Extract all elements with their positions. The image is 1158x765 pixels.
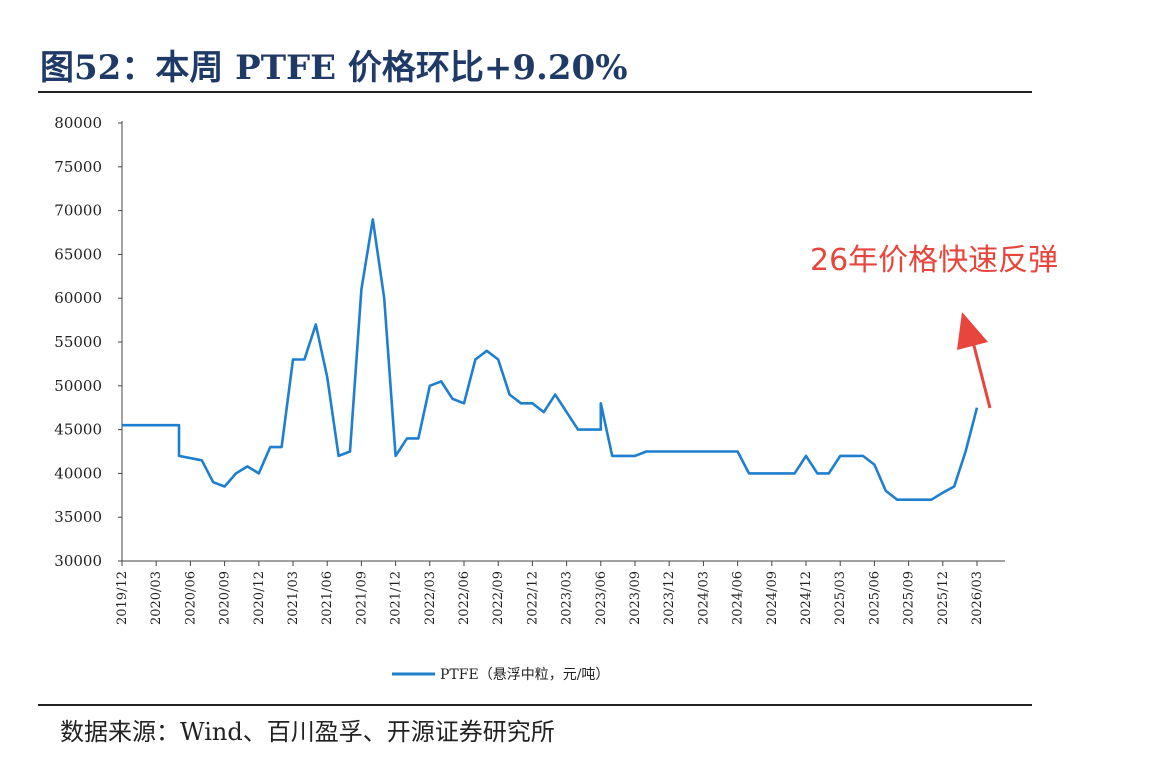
y-tick-label: 65000 [54, 245, 102, 263]
x-tick-label: 2022/09 [491, 571, 506, 625]
x-tick-label: 2022/12 [525, 571, 540, 625]
source-note: 数据来源：Wind、百川盈孚、开源证券研究所 [60, 718, 555, 746]
x-tick-label: 2022/03 [423, 571, 438, 625]
x-tick-label: 2021/12 [389, 571, 404, 625]
y-tick-label: 60000 [54, 289, 102, 307]
y-tick-label: 35000 [54, 508, 102, 526]
x-tick-label: 2020/09 [218, 571, 233, 625]
y-tick-label: 40000 [54, 464, 102, 482]
chart-title: 图52：本周 PTFE 价格环比+9.20% [40, 48, 628, 88]
x-tick-label: 2024/09 [765, 571, 780, 625]
x-tick-label: 2024/03 [696, 571, 711, 625]
y-tick-label: 30000 [54, 552, 102, 570]
y-tick-label: 55000 [54, 333, 102, 351]
y-tick-label: 50000 [54, 377, 102, 395]
y-tick-label: 75000 [54, 158, 102, 176]
x-tick-label: 2019/12 [115, 571, 130, 625]
x-tick-label: 2023/09 [628, 571, 643, 625]
annotation-arrow-head [957, 312, 988, 350]
x-tick-label: 2022/06 [457, 571, 472, 625]
annotation-arrow [957, 312, 992, 409]
annotation-arrow-shaft [970, 337, 992, 409]
x-tick-label: 2024/12 [799, 571, 814, 625]
x-tick-label: 2021/06 [320, 571, 335, 625]
x-tick-label: 2025/09 [902, 571, 917, 625]
x-tick-label: 2023/12 [662, 571, 677, 625]
x-tick-label: 2023/06 [594, 571, 609, 625]
series-line-ptfe [122, 218, 979, 501]
y-tick-label: 45000 [54, 421, 102, 439]
x-tick-label: 2020/03 [149, 571, 164, 625]
y-tick-label: 70000 [54, 202, 102, 220]
x-tick-label: 2026/03 [970, 571, 985, 625]
x-tick-label: 2023/03 [560, 571, 575, 625]
x-tick-label: 2021/09 [354, 571, 369, 625]
x-tick-label: 2020/12 [252, 571, 267, 625]
source-rule [38, 704, 1032, 706]
legend-label: PTFE（悬浮中粒，元/吨） [440, 667, 609, 683]
x-tick-label: 2025/06 [867, 571, 882, 625]
x-tick-label: 2025/03 [833, 571, 848, 625]
x-tick-label: 2024/06 [731, 571, 746, 625]
y-tick-label: 80000 [54, 114, 102, 132]
annotation-text: 26年价格快速反弹 [810, 243, 1059, 278]
x-tick-label: 2025/12 [936, 571, 951, 625]
x-tick-label: 2021/03 [286, 571, 301, 625]
x-tick-label: 2020/06 [183, 571, 198, 625]
title-rule [38, 91, 1032, 93]
legend: PTFE（悬浮中粒，元/吨） [392, 667, 609, 683]
